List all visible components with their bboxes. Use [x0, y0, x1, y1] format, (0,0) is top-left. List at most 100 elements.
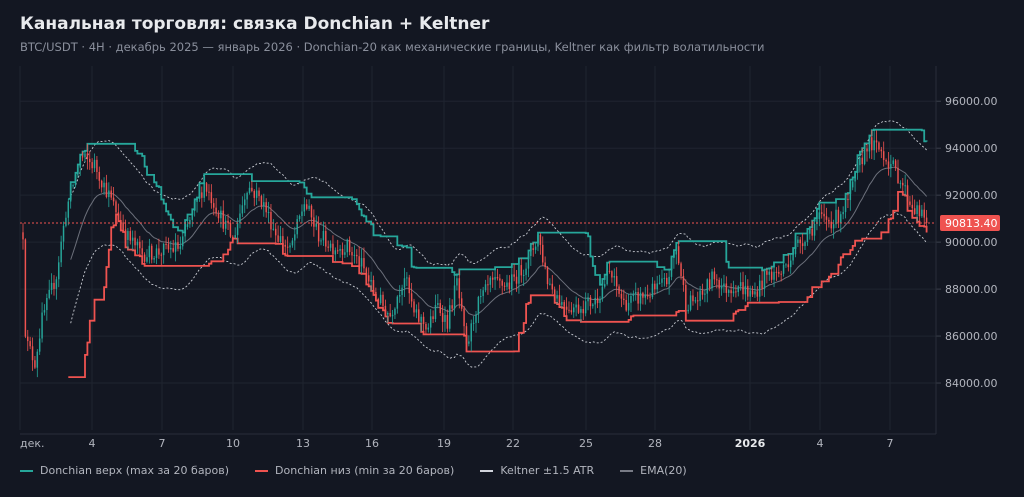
legend: Donchian верх (max за 20 баров) Donchian …	[20, 464, 687, 477]
candle-body	[84, 153, 86, 158]
candle-body	[844, 198, 847, 213]
candle-body	[716, 279, 718, 281]
candle-body	[301, 211, 303, 217]
candle-body	[727, 290, 730, 293]
candle-body	[861, 157, 863, 165]
legend-item[interactable]: Keltner ±1.5 ATR	[480, 464, 594, 477]
candle-body	[799, 239, 801, 244]
legend-item[interactable]: Donchian низ (min за 20 баров)	[255, 464, 454, 477]
candle-body	[551, 283, 554, 290]
candle-body	[151, 245, 153, 260]
keltner-lower-line	[70, 211, 927, 368]
candle-body	[246, 192, 248, 200]
candle-body	[310, 205, 313, 218]
candle-body	[921, 209, 923, 217]
candle-body	[778, 271, 780, 274]
candle-body	[584, 301, 587, 314]
candle-body	[344, 252, 346, 255]
candle-body	[265, 202, 267, 213]
candle-body	[880, 149, 883, 152]
candle-body	[487, 284, 489, 286]
candle-body	[701, 290, 704, 295]
legend-item[interactable]: EMA(20)	[620, 464, 687, 477]
candle-body	[866, 148, 868, 152]
y-tick-label: 94000.00	[945, 142, 998, 155]
candle-body	[346, 239, 348, 253]
candle-body	[840, 214, 842, 223]
candle-body	[608, 270, 611, 272]
candle-body	[260, 196, 263, 207]
candle-body	[203, 183, 205, 198]
candle-body	[34, 360, 36, 368]
candle-body	[561, 302, 563, 305]
candle-body	[685, 284, 687, 312]
candle-body	[890, 164, 892, 169]
donchian-lower-line	[68, 191, 928, 378]
candle-body	[587, 297, 589, 302]
candle-body	[248, 187, 251, 193]
candle-body	[98, 171, 101, 181]
candle-body	[370, 280, 372, 282]
candle-body	[871, 137, 873, 151]
candle-body	[918, 205, 921, 217]
candle-body	[520, 265, 523, 276]
candle-body	[50, 282, 53, 290]
candle-body	[115, 201, 117, 213]
candle-body	[432, 316, 434, 320]
x-tick-label: 19	[437, 437, 451, 450]
candle-body	[696, 300, 699, 302]
candle-body	[372, 280, 375, 292]
candle-body	[77, 167, 79, 175]
candle-body	[286, 246, 289, 248]
candle-body	[868, 137, 871, 152]
candle-body	[906, 185, 909, 202]
candle-body	[675, 246, 678, 255]
candle-body	[351, 251, 353, 256]
x-tick-label: 28	[648, 437, 662, 450]
candle-body	[644, 294, 647, 298]
candle-body	[148, 245, 151, 258]
candle-body	[692, 295, 694, 302]
candle-body	[389, 313, 391, 317]
candles	[22, 129, 928, 378]
candle-body	[749, 290, 751, 297]
candle-body	[859, 157, 861, 166]
ema-line	[70, 166, 927, 316]
candle-body	[637, 291, 639, 304]
x-tick-label: 25	[579, 437, 593, 450]
candle-body	[408, 277, 410, 294]
candle-body	[332, 243, 334, 255]
candle-body	[663, 277, 666, 279]
candle-body	[863, 148, 866, 165]
candle-body	[160, 254, 163, 256]
grid	[19, 66, 936, 430]
candle-body	[615, 276, 618, 287]
candle-body	[575, 304, 577, 308]
candle-body	[358, 256, 360, 267]
candle-body	[217, 213, 220, 219]
candle-body	[642, 292, 644, 298]
candle-body	[184, 226, 186, 237]
candle-body	[792, 254, 794, 261]
candle-body	[875, 140, 878, 143]
chart-title: Канальная торговля: связка Donchian + Ke…	[20, 14, 490, 34]
candle-body	[196, 198, 198, 203]
candle-body	[308, 205, 310, 209]
candle-body	[599, 298, 601, 304]
legend-item[interactable]: Donchian верх (max за 20 баров)	[20, 464, 229, 477]
candle-body	[356, 254, 358, 257]
candle-body	[823, 213, 825, 217]
candle-body	[496, 276, 499, 279]
candle-body	[360, 258, 363, 267]
candle-body	[348, 239, 351, 252]
legend-swatch	[620, 469, 634, 472]
candle-body	[925, 217, 928, 224]
candle-body	[193, 202, 196, 211]
candle-body	[639, 292, 642, 304]
candle-body	[811, 228, 813, 236]
candle-body	[577, 304, 580, 313]
candle-body	[601, 286, 604, 299]
candle-body	[711, 271, 713, 289]
candle-body	[513, 274, 515, 277]
